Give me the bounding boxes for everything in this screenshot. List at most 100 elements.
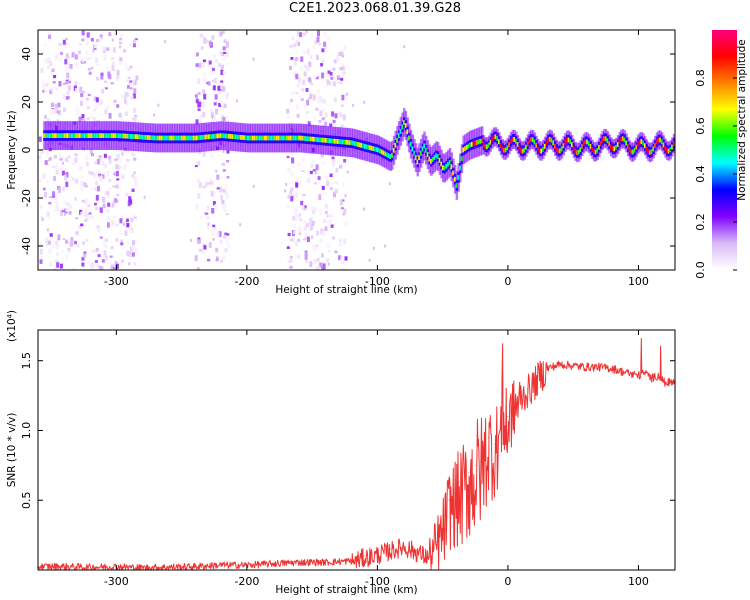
ridge-core [314, 137, 317, 142]
heatmap-noise-cell [65, 67, 68, 72]
ridge-core [572, 145, 575, 151]
heatmap-noise-cell [340, 104, 344, 107]
heatmap-noise-cell [388, 182, 391, 186]
heatmap-noise-cell [83, 182, 87, 187]
ridge-core [435, 153, 438, 159]
heatmap-noise-cell [121, 174, 125, 179]
colorbar-cell [712, 110, 737, 113]
heatmap-noise-cell [120, 239, 123, 243]
heatmap-noise-cell [286, 246, 290, 249]
heatmap-noise-cell [221, 52, 225, 56]
colorbar-cell [712, 54, 737, 57]
ridge-core [133, 134, 136, 139]
ridge-core [48, 133, 51, 138]
colorbar-cell [712, 114, 737, 117]
colorbar-cell [712, 42, 737, 45]
heatmap-noise-cell [318, 43, 322, 46]
heatmap-noise-cell [329, 123, 333, 127]
snr-data-point [448, 499, 450, 501]
heatmap-noise-cell [220, 259, 224, 263]
heatmap-noise-cell [49, 233, 53, 237]
heatmap-noise-cell [207, 182, 211, 185]
heatmap-noise-cell [341, 54, 345, 58]
ridge-core [43, 133, 46, 138]
ridge-core [173, 135, 177, 141]
colorbar-cell [712, 244, 737, 247]
heatmap-noise-cell [80, 243, 84, 246]
colorbar-cell [712, 226, 737, 229]
heatmap-noise-cell [41, 82, 45, 87]
ridge-core [416, 159, 419, 165]
heatmap-noise-cell [110, 264, 114, 270]
heatmap-noise-cell [103, 154, 107, 158]
snr-data-point [507, 415, 509, 418]
spectrogram-plot-area [38, 30, 675, 270]
heatmap-noise-cell [314, 170, 318, 175]
colorbar-cell [712, 228, 737, 231]
ridge-core [250, 135, 253, 141]
ridge-core [447, 161, 450, 167]
colorbar-cell [712, 46, 737, 49]
heatmap-noise-cell [65, 80, 69, 84]
heatmap-noise-cell [197, 193, 201, 199]
heatmap-noise-cell [309, 261, 313, 267]
ridge-core [46, 133, 49, 138]
heatmap-noise-cell [239, 223, 242, 227]
heatmap-noise-cell [320, 228, 324, 235]
ridge-core [603, 136, 606, 141]
heatmap-noise-cell [74, 81, 78, 86]
ridge-core [262, 135, 265, 141]
heatmap-noise-cell [65, 181, 69, 188]
heatmap-noise-cell [53, 154, 57, 159]
heatmap-noise-cell [105, 66, 109, 71]
colorbar-cell [712, 230, 737, 233]
heatmap-noise-cell [297, 58, 301, 62]
heatmap-noise-cell [111, 203, 115, 208]
heatmap-noise-cell [80, 223, 84, 227]
snr-data-point [376, 552, 378, 554]
heatmap-noise-cell [373, 246, 375, 250]
heatmap-noise-cell [326, 80, 330, 85]
ridge-core [319, 137, 322, 143]
colorbar-cell [712, 262, 737, 265]
ridge-core [369, 145, 372, 151]
ridge-core [604, 136, 608, 142]
heatmap-noise-cell [294, 241, 298, 247]
heatmap-noise-cell [338, 240, 342, 247]
heatmap-noise-cell [90, 113, 94, 119]
heatmap-noise-cell [44, 160, 48, 165]
heatmap-noise-cell [94, 161, 98, 165]
colorbar-cell [712, 40, 737, 43]
heatmap-noise-cell [199, 114, 203, 119]
heatmap-noise-cell [304, 250, 308, 254]
heatmap-noise-cell [121, 152, 124, 156]
heatmap-noise-cell [223, 209, 227, 212]
y-tick-label: 40 [20, 47, 33, 61]
heatmap-noise-cell [305, 88, 309, 92]
heatmap-noise-cell [294, 192, 298, 198]
heatmap-noise-cell [62, 238, 66, 241]
colorbar-cell [712, 106, 737, 109]
heatmap-noise-cell [104, 244, 108, 249]
heatmap-noise-cell [339, 81, 343, 84]
ridge-core [143, 134, 146, 140]
heatmap-noise-cell [70, 267, 74, 270]
heatmap-noise-cell [195, 52, 199, 57]
heatmap-noise-cell [341, 66, 345, 71]
heatmap-noise-cell [51, 68, 55, 73]
heatmap-noise-cell [98, 155, 102, 160]
heatmap-noise-cell [196, 267, 200, 270]
heatmap-noise-cell [313, 207, 317, 212]
heatmap-noise-cell [99, 158, 103, 163]
colorbar-cell [712, 186, 737, 189]
heatmap-noise-cell [225, 213, 229, 216]
heatmap-noise-cell [226, 233, 230, 236]
ridge-core [538, 148, 541, 154]
ridge-core [89, 133, 92, 138]
heatmap-noise-cell [143, 195, 146, 199]
heatmap-noise-cell [96, 158, 100, 165]
heatmap-noise-cell [95, 57, 99, 63]
heatmap-noise-cell [326, 180, 330, 187]
ridge-core [633, 147, 636, 153]
ridge-core [662, 142, 665, 148]
